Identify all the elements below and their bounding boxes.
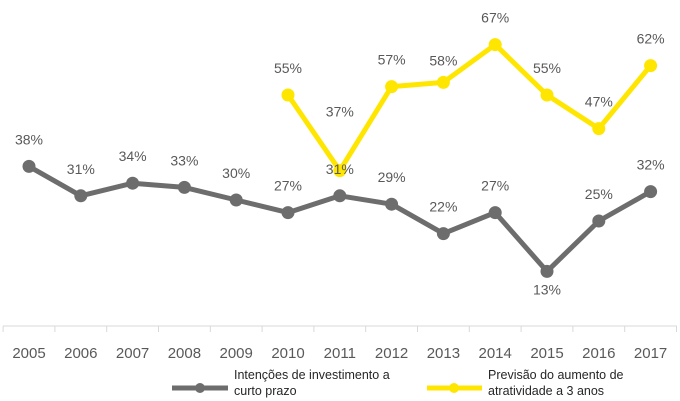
legend-label-attractiveness-line1: Previsão do aumento de	[488, 368, 624, 382]
x-tick-label: 2017	[634, 345, 667, 362]
data-label-0-2011: 31%	[326, 161, 354, 177]
data-label-0-2015: 13%	[533, 281, 561, 297]
data-label-0-2016: 25%	[585, 186, 613, 202]
data-point-0-2017	[644, 185, 658, 199]
series-points	[22, 38, 658, 278]
x-tick-label: 2010	[271, 345, 304, 362]
legend-label-attractiveness-line2: atratividade a 3 anos	[488, 384, 604, 398]
data-label-1-2016: 47%	[585, 94, 613, 110]
data-label-1-2011: 37%	[326, 104, 354, 120]
x-axis-ticks: 2005 2006 2007 2008 2009 2010 2011 2012 2013 2014…	[2, 326, 677, 362]
data-label-0-2017: 32%	[637, 157, 665, 173]
data-point-0-2013	[436, 227, 450, 241]
data-point-0-2006	[74, 189, 88, 203]
legend-item-attractiveness: Previsão do aumento de atratividade a 3 …	[427, 368, 624, 398]
data-point-0-2005	[22, 159, 36, 173]
data-point-1-2017	[644, 59, 658, 73]
data-label-0-2013: 22%	[429, 199, 457, 215]
data-label-0-2005: 38%	[15, 131, 43, 147]
data-point-1-2014	[488, 38, 502, 52]
series-line-0	[27, 164, 652, 274]
x-tick-label: 2005	[12, 345, 45, 362]
data-point-0-2009	[229, 193, 243, 207]
x-tick-label: 2009	[220, 345, 253, 362]
x-tick-label: 2012	[375, 345, 408, 362]
series-line-1	[285, 42, 653, 174]
legend-item-short-term: Intenções de investimento a curto prazo	[172, 368, 390, 398]
legend-marker-attractiveness	[449, 383, 459, 393]
x-tick-label: 2007	[116, 345, 149, 362]
data-point-1-2010	[281, 88, 295, 102]
data-point-0-2011	[333, 189, 347, 203]
data-point-1-2013	[436, 75, 450, 89]
data-labels: 38% 31% 34% 33% 30% 27% 31% 29% 22% 27% 13% 25% 32% 5…	[15, 10, 665, 298]
data-point-0-2016	[592, 214, 606, 228]
data-point-0-2012	[385, 197, 399, 211]
data-label-0-2014: 27%	[481, 178, 509, 194]
data-label-0-2012: 29%	[378, 169, 406, 185]
data-point-1-2016	[592, 122, 606, 136]
data-label-1-2013: 58%	[429, 52, 457, 68]
data-point-1-2015	[540, 88, 554, 102]
data-label-0-2007: 34%	[119, 148, 147, 164]
legend: Intenções de investimento a curto prazo …	[172, 368, 624, 398]
legend-marker-short-term	[195, 383, 205, 393]
x-tick-label: 2015	[530, 345, 563, 362]
data-point-1-2011	[333, 164, 347, 178]
legend-label-short-term-line1: Intenções de investimento a	[234, 368, 390, 382]
x-tick-label: 2016	[582, 345, 615, 362]
x-tick-label: 2008	[168, 345, 201, 362]
data-label-0-2006: 31%	[67, 161, 95, 177]
data-label-1-2012: 57%	[378, 52, 406, 68]
data-label-0-2008: 33%	[170, 152, 198, 168]
data-label-0-2010: 27%	[274, 178, 302, 194]
data-label-0-2009: 30%	[222, 165, 250, 181]
data-label-1-2014: 67%	[481, 10, 509, 26]
x-tick-label: 2013	[427, 345, 460, 362]
x-tick-label: 2006	[64, 345, 97, 362]
x-tick-label: 2014	[479, 345, 512, 362]
data-label-1-2010: 55%	[274, 60, 302, 76]
data-point-1-2012	[385, 80, 399, 94]
data-label-1-2015: 55%	[533, 60, 561, 76]
x-tick-label: 2011	[324, 345, 356, 362]
data-point-0-2015	[540, 264, 554, 278]
data-point-0-2014	[488, 206, 502, 220]
data-point-0-2008	[177, 180, 191, 194]
data-point-0-2010	[281, 206, 295, 220]
data-point-0-2007	[126, 176, 140, 190]
legend-label-short-term-line2: curto prazo	[234, 384, 297, 398]
data-label-1-2017: 62%	[637, 31, 665, 47]
